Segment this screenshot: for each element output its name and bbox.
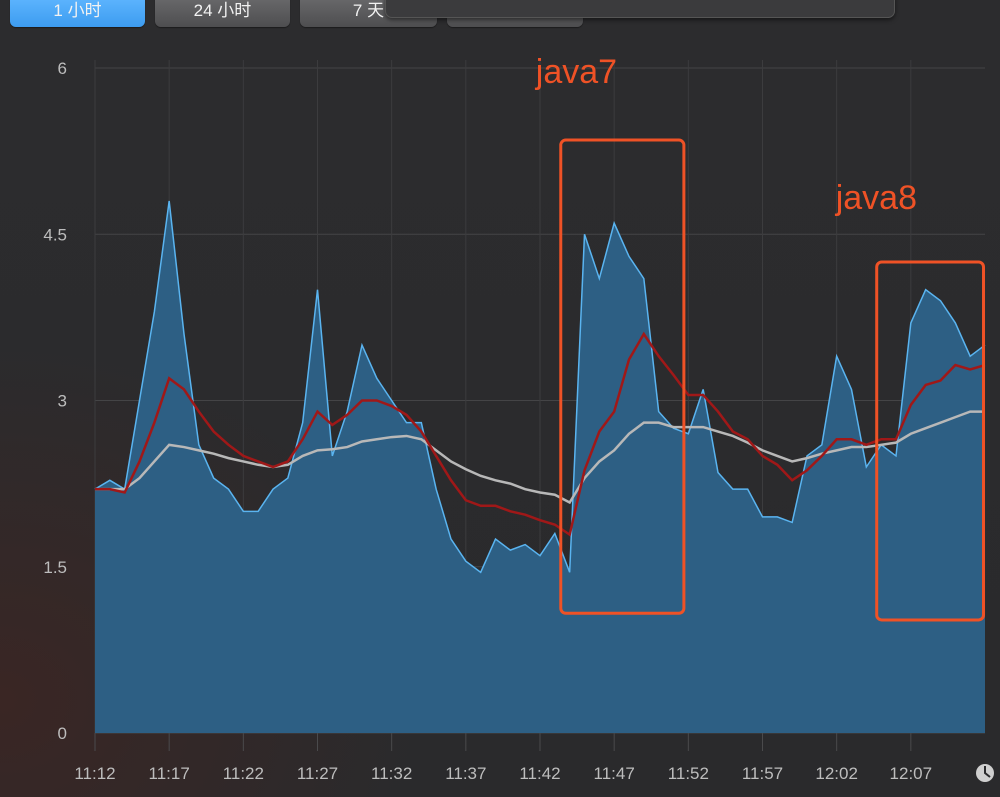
x-tick-label: 12:02 <box>815 764 858 783</box>
x-tick-label: 11:57 <box>742 764 783 783</box>
y-tick-label: 3 <box>58 392 67 411</box>
annotation-label-java7: java7 <box>535 53 617 91</box>
annotation-box-java7 <box>559 138 686 615</box>
clock-icon[interactable] <box>976 764 994 782</box>
x-tick-label: 11:37 <box>445 764 486 783</box>
x-tick-label: 11:42 <box>519 764 560 783</box>
y-tick-label: 0 <box>58 724 67 743</box>
one-minute-load-area <box>95 201 985 733</box>
annotation-box-java8 <box>875 260 986 622</box>
one-minute-load-line <box>94 200 986 574</box>
x-tick-label: 11:12 <box>74 764 115 783</box>
x-tick-label: 11:17 <box>149 764 190 783</box>
x-tick-label: 11:32 <box>371 764 412 783</box>
fifteen-minute-load-line <box>95 410 985 505</box>
x-tick-label: 11:22 <box>223 764 264 783</box>
x-tick-label: 11:47 <box>594 764 635 783</box>
annotation-label-java8: java8 <box>835 179 917 217</box>
range-button-24h[interactable]: 24 小时 <box>155 0 290 27</box>
x-tick-label: 11:27 <box>297 764 338 783</box>
x-tick-label: 12:07 <box>890 764 933 783</box>
five-minute-load-line <box>95 331 986 537</box>
y-tick-label: 1.5 <box>43 558 67 577</box>
y-tick-label: 4.5 <box>43 225 67 244</box>
y-tick-label: 6 <box>58 59 67 78</box>
range-button-1h[interactable]: 1 小时 <box>10 0 145 27</box>
overlay-popup <box>385 0 895 18</box>
x-tick-label: 11:52 <box>668 764 709 783</box>
